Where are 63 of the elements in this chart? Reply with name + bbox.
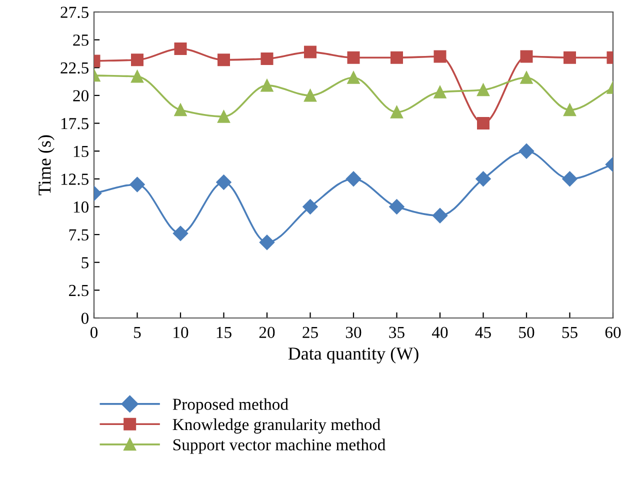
point	[347, 51, 360, 64]
y-axis-title: Time (s)	[38, 135, 54, 196]
point	[259, 234, 275, 250]
y-tick-label: 7.5	[69, 229, 88, 241]
point	[477, 84, 490, 96]
point	[434, 86, 446, 98]
x-tick-label: 20	[259, 326, 275, 338]
x-tick-label: 40	[432, 326, 448, 338]
point	[564, 104, 576, 116]
point	[174, 104, 187, 116]
point	[260, 79, 274, 92]
y-tick-label: 2.5	[69, 284, 88, 296]
x-tick-label: 0	[90, 326, 98, 338]
y-tick-label: 0	[81, 312, 89, 324]
point	[346, 171, 362, 186]
point	[304, 46, 316, 58]
point	[131, 54, 144, 66]
x-tick-label: 60	[605, 326, 621, 338]
legend-label: Knowledge granularity method	[172, 418, 380, 434]
point	[390, 51, 403, 64]
x-tick-label: 30	[346, 326, 362, 338]
x-tick-label: 55	[562, 326, 578, 338]
x-tick-label: 50	[519, 326, 534, 338]
x-tick-label: 45	[475, 326, 491, 338]
y-tick-label: 17.5	[61, 118, 88, 130]
y-tick-label: 5	[82, 257, 88, 268]
x-tick-label: 15	[216, 326, 232, 338]
point	[562, 171, 578, 186]
y-tick-label: 15	[74, 146, 88, 158]
point	[304, 89, 316, 102]
point	[520, 50, 533, 63]
point	[218, 54, 230, 66]
point	[302, 199, 318, 214]
legend-label: Support vector machine method	[173, 438, 386, 454]
point	[389, 199, 404, 214]
x-tick-label: 10	[174, 326, 188, 338]
point	[172, 226, 188, 242]
y-tick-label: 20	[73, 90, 89, 102]
point	[432, 208, 448, 224]
point	[260, 52, 274, 65]
point	[520, 71, 533, 84]
point	[476, 171, 491, 186]
point	[174, 42, 187, 55]
point	[130, 176, 145, 192]
x-tick-label: 35	[389, 326, 404, 338]
x-tick-label: 25	[302, 326, 318, 338]
point	[131, 70, 144, 83]
point	[477, 117, 490, 130]
x-tick-label: 5	[134, 326, 141, 338]
point	[218, 110, 230, 123]
y-tick-label: 22.5	[60, 62, 88, 74]
point	[390, 106, 403, 118]
y-tick-label: 12.5	[61, 174, 88, 185]
point	[347, 71, 360, 84]
point	[216, 174, 232, 190]
y-tick-label: 25	[73, 34, 88, 46]
y-tick-label: 10	[74, 201, 89, 213]
y-tick-label: 27.5	[60, 6, 88, 18]
x-axis-title: Data quantity (W)	[288, 347, 418, 364]
point	[518, 144, 534, 159]
point	[434, 50, 446, 63]
legend-label: Proposed method	[172, 398, 288, 414]
point	[564, 51, 576, 64]
